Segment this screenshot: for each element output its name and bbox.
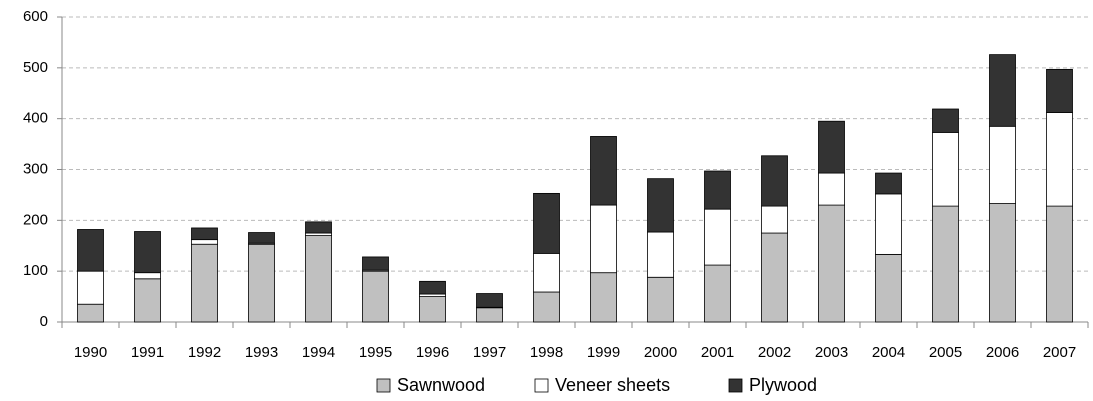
y-tick-label: 200 xyxy=(23,211,48,228)
x-tick-label: 2006 xyxy=(986,344,1019,361)
bar-segment xyxy=(932,131,959,207)
bar-segment xyxy=(476,307,503,323)
x-tick-label: 1994 xyxy=(302,344,335,361)
bar-segment xyxy=(647,178,674,233)
bar-segment xyxy=(248,243,275,323)
bar-segment xyxy=(305,221,332,234)
legend-swatch xyxy=(728,378,743,393)
bar-segment xyxy=(191,243,218,323)
bar-segment xyxy=(1046,68,1073,113)
bar-segment xyxy=(818,204,845,323)
bar-segment xyxy=(647,276,674,323)
x-tick-label: 1993 xyxy=(245,344,278,361)
x-tick-label: 1998 xyxy=(530,344,563,361)
x-tick-label: 1996 xyxy=(416,344,449,361)
bar-segment xyxy=(191,239,218,245)
legend-swatch xyxy=(534,378,549,393)
bar-segment xyxy=(704,208,731,266)
y-tick-label: 300 xyxy=(23,160,48,177)
bar-segment xyxy=(932,205,959,323)
x-tick-label: 1997 xyxy=(473,344,506,361)
bar-segment xyxy=(590,204,617,274)
bar-segment xyxy=(191,227,218,241)
x-tick-label: 2002 xyxy=(758,344,791,361)
legend-swatch xyxy=(376,378,391,393)
y-tick-label: 400 xyxy=(23,110,48,127)
x-tick-label: 1990 xyxy=(74,344,107,361)
y-tick-label: 600 xyxy=(23,8,48,25)
bar-segment xyxy=(362,270,389,323)
bar-segment xyxy=(989,54,1016,127)
bar-segment xyxy=(77,270,104,305)
bar-segment xyxy=(875,172,902,195)
legend-label: Plywood xyxy=(749,375,817,395)
bar-segment xyxy=(476,293,503,308)
x-tick-label: 1991 xyxy=(131,344,164,361)
bar-segment xyxy=(590,272,617,323)
legend-label: Veneer sheets xyxy=(555,375,670,395)
x-tick-label: 1999 xyxy=(587,344,620,361)
bar-segment xyxy=(1046,205,1073,323)
y-tick-label: 500 xyxy=(23,59,48,76)
x-tick-label: 1995 xyxy=(359,344,392,361)
x-tick-label: 2004 xyxy=(872,344,905,361)
bar-segment xyxy=(305,235,332,323)
bar-segment xyxy=(533,291,560,323)
bar-segment xyxy=(932,108,959,133)
y-tick-label: 100 xyxy=(23,262,48,279)
x-tick-label: 2001 xyxy=(701,344,734,361)
bar-segment xyxy=(533,252,560,293)
bar-segment xyxy=(134,278,161,323)
bar-segment xyxy=(875,253,902,323)
bar-segment xyxy=(761,232,788,323)
bar-segment xyxy=(875,193,902,255)
x-tick-label: 2003 xyxy=(815,344,848,361)
bar-segment xyxy=(533,192,560,254)
bar-segment xyxy=(818,172,845,206)
bar-segment xyxy=(704,264,731,323)
bar-segment xyxy=(704,170,731,210)
bar-segment xyxy=(989,125,1016,204)
legend-label: Sawnwood xyxy=(397,375,485,395)
bar-segment xyxy=(77,303,104,323)
bar-segment xyxy=(1046,112,1073,207)
bar-segment xyxy=(248,232,275,244)
bar-segment xyxy=(419,296,446,323)
x-tick-label: 2007 xyxy=(1043,344,1076,361)
bar-segment xyxy=(590,136,617,206)
bar-segment xyxy=(362,256,389,271)
y-tick-label: 0 xyxy=(40,313,48,330)
bar-segment xyxy=(989,203,1016,323)
bar-segment xyxy=(134,231,161,274)
bar-segment xyxy=(761,205,788,234)
bar-segment xyxy=(761,155,788,207)
bar-segment xyxy=(647,231,674,278)
x-tick-label: 1992 xyxy=(188,344,221,361)
bar-segment xyxy=(77,229,104,272)
bar-segment xyxy=(818,120,845,174)
x-tick-label: 2005 xyxy=(929,344,962,361)
x-tick-label: 2000 xyxy=(644,344,677,361)
bar-segment xyxy=(134,272,161,280)
bar-segment xyxy=(419,280,446,295)
